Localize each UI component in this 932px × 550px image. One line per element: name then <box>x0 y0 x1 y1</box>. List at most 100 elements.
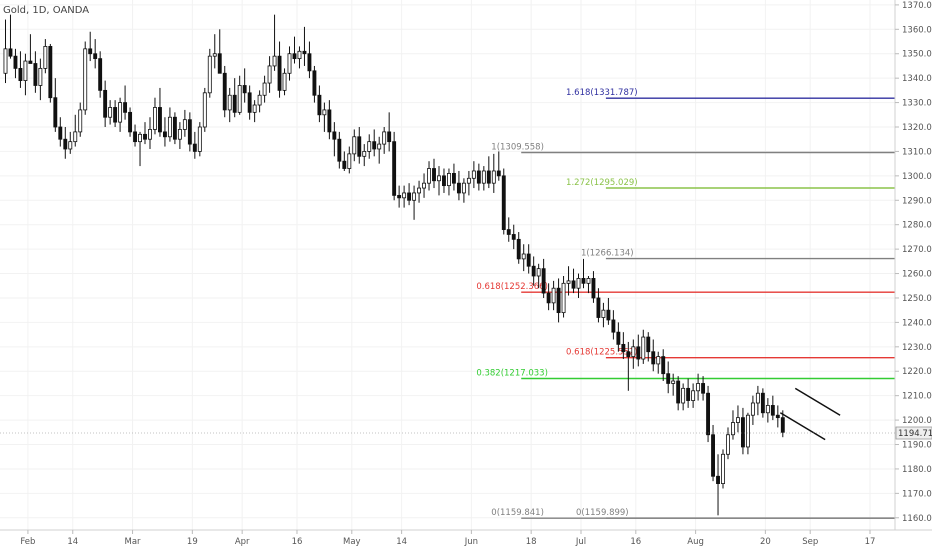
y-tick-label: 1220.000 <box>902 367 932 377</box>
candle-down <box>651 351 656 365</box>
current-price-label: 1194.711 <box>898 429 932 439</box>
candle-up <box>536 268 541 277</box>
candle-up <box>352 136 357 155</box>
x-tick-label: Jun <box>464 537 478 547</box>
candle-up <box>297 50 302 60</box>
candle-down <box>58 126 63 140</box>
candle-up <box>731 422 735 436</box>
candle-down <box>292 53 297 60</box>
fib-level-label: 1(1266.134) <box>581 249 634 259</box>
candle-down <box>770 405 775 416</box>
candle-down <box>706 392 711 436</box>
candle-up <box>422 182 426 189</box>
candle-up <box>736 417 740 423</box>
candle-down <box>187 119 192 145</box>
candle-up <box>177 129 182 140</box>
candle-down <box>93 53 98 60</box>
candle-up <box>566 280 571 284</box>
candle-down <box>387 131 392 143</box>
x-tick-label: Feb <box>20 537 35 547</box>
candle-down <box>596 297 601 318</box>
candle-up <box>377 143 382 150</box>
y-tick-label: 1180.000 <box>902 465 932 475</box>
candle-down <box>13 55 18 69</box>
candle-down <box>332 131 337 140</box>
y-tick-label: 1280.000 <box>902 221 932 231</box>
candle-down <box>302 50 307 55</box>
candle-up <box>402 192 407 199</box>
candle-up <box>167 116 172 138</box>
candle-down <box>716 475 720 484</box>
candle-down <box>711 434 715 477</box>
candle-up <box>726 434 730 455</box>
candle-down <box>451 173 456 184</box>
candle-down <box>531 265 536 277</box>
candle-down <box>780 417 785 433</box>
candle-up <box>367 141 372 152</box>
candle-down <box>247 92 252 113</box>
fib-level-label: 0(1159.899) <box>576 508 629 518</box>
candle-up <box>252 104 257 113</box>
candle-up <box>586 278 591 284</box>
candle-up <box>656 356 661 365</box>
candle-up <box>83 48 88 111</box>
candle-up <box>202 92 207 128</box>
candle-down <box>48 46 53 99</box>
candle-down <box>432 168 436 182</box>
x-tick-label: 14 <box>67 537 78 547</box>
current-price-tag: 1194.711 <box>0 426 932 440</box>
y-tick-label: 1320.000 <box>902 123 932 133</box>
candle-down <box>661 356 666 375</box>
candle-down <box>242 85 247 94</box>
candle-down <box>317 94 322 116</box>
x-tick-label: 16 <box>630 537 641 547</box>
candle-down <box>606 309 611 321</box>
y-tick-label: 1170.000 <box>902 489 932 499</box>
candle-down <box>158 107 162 133</box>
candle-up <box>447 173 451 187</box>
candle-up <box>182 119 187 130</box>
candle-down <box>501 175 506 230</box>
y-tick-label: 1290.000 <box>902 196 932 206</box>
y-axis-ticks: 1160.000 1170.000 1180.000 1190.000 1200.000… <box>895 1 932 524</box>
y-tick-label: 1230.000 <box>902 343 932 353</box>
candle-down <box>33 63 38 86</box>
candle-up <box>73 131 78 143</box>
candle-up <box>382 131 387 145</box>
candle-down <box>556 287 561 314</box>
candle-up <box>466 177 471 184</box>
y-tick-label: 1340.000 <box>902 74 932 84</box>
candle-down <box>611 319 616 333</box>
candle-up <box>362 151 367 157</box>
candle-up <box>118 102 123 123</box>
x-tick-label: Sep <box>802 537 818 547</box>
candle-up <box>417 187 422 194</box>
candle-up <box>491 170 496 184</box>
candle-up <box>750 402 755 416</box>
candle-down <box>222 72 227 111</box>
trendlines[interactable] <box>779 387 841 441</box>
candle-up <box>267 65 272 84</box>
trendline[interactable] <box>779 412 826 441</box>
x-tick-label: 14 <box>396 537 407 547</box>
candle-down <box>342 160 347 169</box>
trendline[interactable] <box>794 387 841 416</box>
candle-up <box>237 85 242 113</box>
fib-level-label: 1(1309.558) <box>491 143 544 153</box>
candle-down <box>28 60 33 64</box>
candle-up <box>212 53 217 57</box>
fib-level-label: 1.272(1295.029) <box>566 178 638 188</box>
candle-up <box>561 282 566 314</box>
candle-down <box>397 194 402 199</box>
candle-down <box>88 48 93 55</box>
candle-down <box>666 373 671 384</box>
candle-up <box>197 126 202 152</box>
y-tick-label: 1200.000 <box>902 416 932 426</box>
candle-up <box>437 175 441 182</box>
candle-down <box>760 392 765 414</box>
y-tick-label: 1370.000 <box>902 1 932 11</box>
candle-down <box>591 278 596 299</box>
candle-up <box>745 414 750 448</box>
